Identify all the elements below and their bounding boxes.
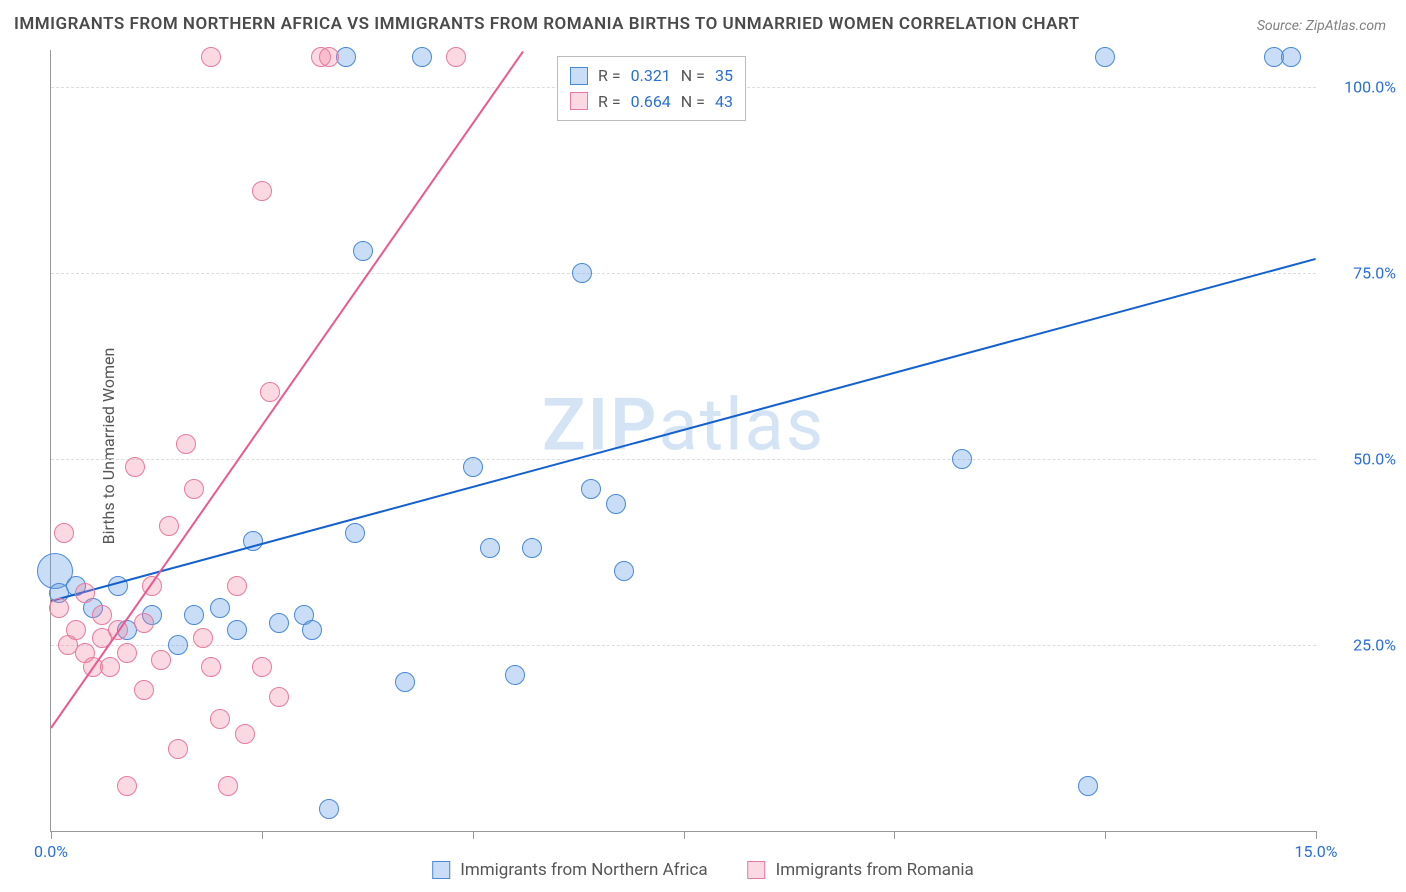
legend-label: Immigrants from Northern Africa xyxy=(460,860,707,880)
data-point xyxy=(260,382,280,402)
n-value: 35 xyxy=(715,63,733,89)
data-point xyxy=(227,620,247,640)
n-value: 43 xyxy=(715,89,733,115)
data-point xyxy=(952,449,972,469)
r-label: R = xyxy=(598,89,621,115)
data-point xyxy=(117,643,137,663)
data-point xyxy=(210,709,230,729)
data-point xyxy=(168,739,188,759)
series-legend: Immigrants from Northern Africa Immigran… xyxy=(432,860,974,880)
data-point xyxy=(505,665,525,685)
gridline xyxy=(51,273,1316,274)
r-value: 0.321 xyxy=(631,63,671,89)
data-point xyxy=(1078,776,1098,796)
data-point xyxy=(395,672,415,692)
y-tick-label: 100.0% xyxy=(1326,78,1396,97)
data-point xyxy=(184,605,204,625)
data-point xyxy=(412,47,432,67)
data-point xyxy=(49,598,69,618)
data-point xyxy=(54,523,74,543)
x-tick xyxy=(684,831,685,839)
swatch-icon xyxy=(432,861,450,879)
data-point xyxy=(92,605,112,625)
data-point xyxy=(151,650,171,670)
n-label: N = xyxy=(681,89,705,115)
data-point xyxy=(125,457,145,477)
source-attribution: Source: ZipAtlas.com xyxy=(1257,18,1386,34)
data-point xyxy=(1281,47,1301,67)
y-tick-label: 75.0% xyxy=(1326,264,1396,283)
x-tick xyxy=(262,831,263,839)
r-value: 0.664 xyxy=(631,89,671,115)
data-point xyxy=(522,538,542,558)
data-point xyxy=(159,516,179,536)
y-tick-label: 50.0% xyxy=(1326,450,1396,469)
data-point xyxy=(117,776,137,796)
data-point xyxy=(480,538,500,558)
data-point xyxy=(184,479,204,499)
data-point xyxy=(201,657,221,677)
r-label: R = xyxy=(598,63,621,89)
trend-line xyxy=(51,258,1317,602)
data-point xyxy=(345,523,365,543)
y-tick-label: 25.0% xyxy=(1326,636,1396,655)
data-point xyxy=(353,241,373,261)
data-point xyxy=(66,620,86,640)
data-point xyxy=(614,561,634,581)
stats-legend: R = 0.321 N = 35 R = 0.664 N = 43 xyxy=(557,56,746,121)
data-point xyxy=(75,583,95,603)
data-point xyxy=(446,47,466,67)
data-point xyxy=(606,494,626,514)
x-tick xyxy=(1316,831,1317,839)
chart-title: IMMIGRANTS FROM NORTHERN AFRICA VS IMMIG… xyxy=(14,14,1080,34)
x-tick xyxy=(1105,831,1106,839)
correlation-chart: IMMIGRANTS FROM NORTHERN AFRICA VS IMMIG… xyxy=(0,0,1406,892)
x-tick-label: 15.0% xyxy=(1295,842,1338,861)
x-tick xyxy=(473,831,474,839)
data-point xyxy=(235,724,255,744)
data-point xyxy=(1095,47,1115,67)
swatch-icon xyxy=(570,67,588,85)
data-point xyxy=(319,47,339,67)
legend-item-northern-africa: Immigrants from Northern Africa xyxy=(432,860,707,880)
stats-legend-row: R = 0.321 N = 35 xyxy=(570,63,733,89)
data-point xyxy=(572,263,592,283)
data-point xyxy=(168,635,188,655)
x-tick-label: 0.0% xyxy=(34,842,68,861)
x-tick xyxy=(51,831,52,839)
plot-area: ZIPatlas 25.0%50.0%75.0%100.0%0.0%15.0%R… xyxy=(50,50,1316,832)
gridline xyxy=(51,459,1316,460)
data-point xyxy=(252,657,272,677)
x-tick xyxy=(894,831,895,839)
n-label: N = xyxy=(681,63,705,89)
data-point xyxy=(227,576,247,596)
legend-label: Immigrants from Romania xyxy=(776,860,974,880)
data-point xyxy=(463,457,483,477)
data-point xyxy=(193,628,213,648)
data-point xyxy=(319,799,339,819)
data-point xyxy=(581,479,601,499)
stats-legend-row: R = 0.664 N = 43 xyxy=(570,89,733,115)
swatch-icon xyxy=(570,92,588,110)
data-point xyxy=(218,776,238,796)
data-point xyxy=(134,680,154,700)
data-point xyxy=(269,613,289,633)
legend-item-romania: Immigrants from Romania xyxy=(748,860,974,880)
swatch-icon xyxy=(748,861,766,879)
gridline xyxy=(51,645,1316,646)
data-point xyxy=(252,181,272,201)
data-point xyxy=(210,598,230,618)
data-point xyxy=(100,657,120,677)
data-point xyxy=(201,47,221,67)
data-point xyxy=(302,620,322,640)
data-point xyxy=(269,687,289,707)
data-point xyxy=(134,613,154,633)
data-point xyxy=(176,434,196,454)
